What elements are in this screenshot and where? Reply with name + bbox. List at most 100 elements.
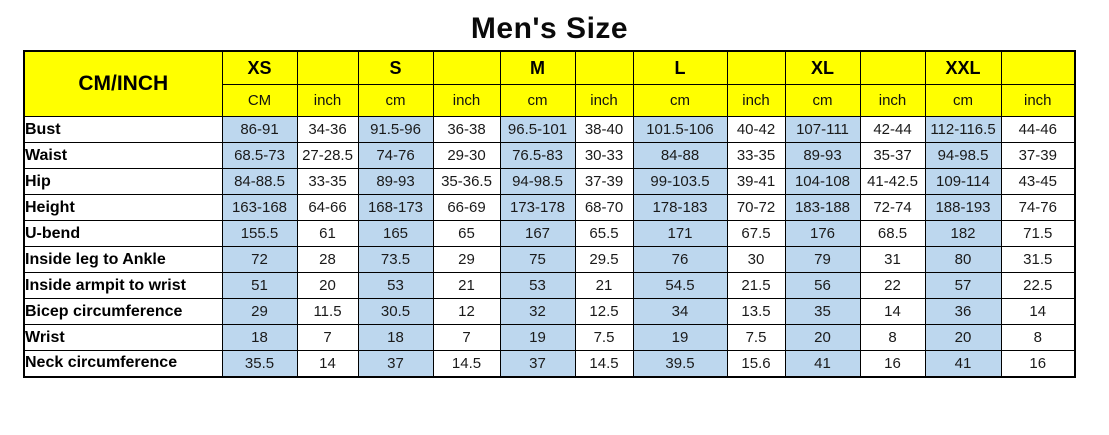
cell-s-cm: 89-93: [357, 168, 434, 195]
row-label: Neck circumference: [23, 350, 223, 377]
cell-xl-inch: 22: [859, 272, 926, 299]
cell-xxl-inch: 37-39: [1000, 142, 1076, 169]
cell-l-cm: 19: [632, 324, 728, 351]
table-row-bust: Bust 86-91 34-36 91.5-96 36-38 96.5-101 38-40 1…: [23, 116, 1076, 143]
unit-header-xs-cm: CM: [221, 84, 298, 117]
unit-header-l-cm: cm: [632, 84, 728, 117]
row-label: Waist: [23, 142, 223, 169]
cell-xl-cm: 176: [784, 220, 861, 247]
cell-xl-cm: 183-188: [784, 194, 861, 221]
cell-s-inch: 21: [432, 272, 501, 299]
cell-m-inch: 30-33: [574, 142, 634, 169]
cell-s-inch: 35-36.5: [432, 168, 501, 195]
cell-s-cm: 91.5-96: [357, 116, 434, 143]
cell-s-cm: 30.5: [357, 298, 434, 325]
cell-l-cm: 54.5: [632, 272, 728, 299]
size-header-spacer: [296, 50, 359, 85]
cell-m-inch: 38-40: [574, 116, 634, 143]
table-row-wrist: Wrist 18 7 18 7 19 7.5 19 7.5 20 8 20 8: [23, 324, 1076, 351]
cell-l-cm: 84-88: [632, 142, 728, 169]
cell-xxl-inch: 44-46: [1000, 116, 1076, 143]
table-row-hip: Hip 84-88.5 33-35 89-93 35-36.5 94-98.5 37-39 9…: [23, 168, 1076, 195]
cell-xl-cm: 79: [784, 246, 861, 273]
cell-xs-inch: 64-66: [296, 194, 359, 221]
cell-l-inch: 13.5: [726, 298, 786, 325]
cell-xs-cm: 72: [221, 246, 298, 273]
cell-m-cm: 167: [499, 220, 576, 247]
cell-xs-cm: 163-168: [221, 194, 298, 221]
cell-l-cm: 76: [632, 246, 728, 273]
unit-header-xl-inch: inch: [859, 84, 926, 117]
cell-xl-inch: 68.5: [859, 220, 926, 247]
cell-xs-cm: 35.5: [221, 350, 298, 377]
size-header-spacer: [574, 50, 634, 85]
cell-xs-inch: 61: [296, 220, 359, 247]
cell-m-inch: 21: [574, 272, 634, 299]
cell-m-cm: 37: [499, 350, 576, 377]
cell-xxl-cm: 80: [924, 246, 1002, 273]
cell-xxl-cm: 94-98.5: [924, 142, 1002, 169]
size-header-row: CM/INCH XS S M L XL XXL: [23, 50, 1076, 117]
row-label: Bicep circumference: [23, 298, 223, 325]
cell-s-cm: 74-76: [357, 142, 434, 169]
unit-header-row: CM inch cm inch cm inch cm inch cm inch …: [24, 84, 1076, 117]
cell-m-inch: 65.5: [574, 220, 634, 247]
unit-header-xs-inch: inch: [296, 84, 359, 117]
cell-l-inch: 67.5: [726, 220, 786, 247]
unit-header-xxl-inch: inch: [1000, 84, 1076, 117]
cell-s-inch: 14.5: [432, 350, 501, 377]
cell-xxl-cm: 182: [924, 220, 1002, 247]
cell-xl-inch: 31: [859, 246, 926, 273]
cell-m-inch: 68-70: [574, 194, 634, 221]
row-label: Hip: [23, 168, 223, 195]
cell-s-inch: 29-30: [432, 142, 501, 169]
cell-l-cm: 99-103.5: [632, 168, 728, 195]
cell-xs-cm: 29: [221, 298, 298, 325]
row-label: Height: [23, 194, 223, 221]
corner-header-cm-inch: CM/INCH: [23, 50, 223, 117]
cell-xxl-inch: 8: [1000, 324, 1076, 351]
size-header-xs: XS: [221, 50, 298, 85]
cell-xl-inch: 41-42.5: [859, 168, 926, 195]
cell-xl-cm: 56: [784, 272, 861, 299]
size-header-l: L: [632, 50, 728, 85]
cell-m-inch: 14.5: [574, 350, 634, 377]
cell-xs-inch: 33-35: [296, 168, 359, 195]
cell-s-inch: 12: [432, 298, 501, 325]
row-label: Inside armpit to wrist: [23, 272, 223, 299]
cell-xl-inch: 14: [859, 298, 926, 325]
cell-l-cm: 178-183: [632, 194, 728, 221]
cell-xxl-inch: 71.5: [1000, 220, 1076, 247]
cell-xs-inch: 14: [296, 350, 359, 377]
cell-l-inch: 39-41: [726, 168, 786, 195]
cell-s-inch: 29: [432, 246, 501, 273]
cell-xxl-inch: 14: [1000, 298, 1076, 325]
cell-m-cm: 94-98.5: [499, 168, 576, 195]
cell-xl-cm: 41: [784, 350, 861, 377]
cell-l-inch: 33-35: [726, 142, 786, 169]
cell-l-inch: 15.6: [726, 350, 786, 377]
cell-m-cm: 53: [499, 272, 576, 299]
cell-s-inch: 65: [432, 220, 501, 247]
cell-xs-inch: 11.5: [296, 298, 359, 325]
cell-m-cm: 76.5-83: [499, 142, 576, 169]
cell-m-inch: 29.5: [574, 246, 634, 273]
cell-m-cm: 32: [499, 298, 576, 325]
table-row-u-bend: U-bend 155.5 61 165 65 167 65.5 171 67.5 176 68.5 1…: [23, 220, 1076, 247]
table-body: Bust 86-91 34-36 91.5-96 36-38 96.5-101 38-40 1…: [23, 116, 1076, 377]
cell-xs-cm: 68.5-73: [221, 142, 298, 169]
cell-s-inch: 36-38: [432, 116, 501, 143]
cell-s-cm: 53: [357, 272, 434, 299]
cell-xl-cm: 104-108: [784, 168, 861, 195]
cell-s-cm: 37: [357, 350, 434, 377]
cell-xxl-cm: 188-193: [924, 194, 1002, 221]
cell-l-cm: 39.5: [632, 350, 728, 377]
cell-xxl-inch: 43-45: [1000, 168, 1076, 195]
cell-l-cm: 101.5-106: [632, 116, 728, 143]
cell-xxl-inch: 22.5: [1000, 272, 1076, 299]
cell-xxl-cm: 41: [924, 350, 1002, 377]
cell-l-inch: 7.5: [726, 324, 786, 351]
cell-xxl-cm: 109-114: [924, 168, 1002, 195]
unit-header-s-inch: inch: [432, 84, 501, 117]
cell-xxl-cm: 36: [924, 298, 1002, 325]
